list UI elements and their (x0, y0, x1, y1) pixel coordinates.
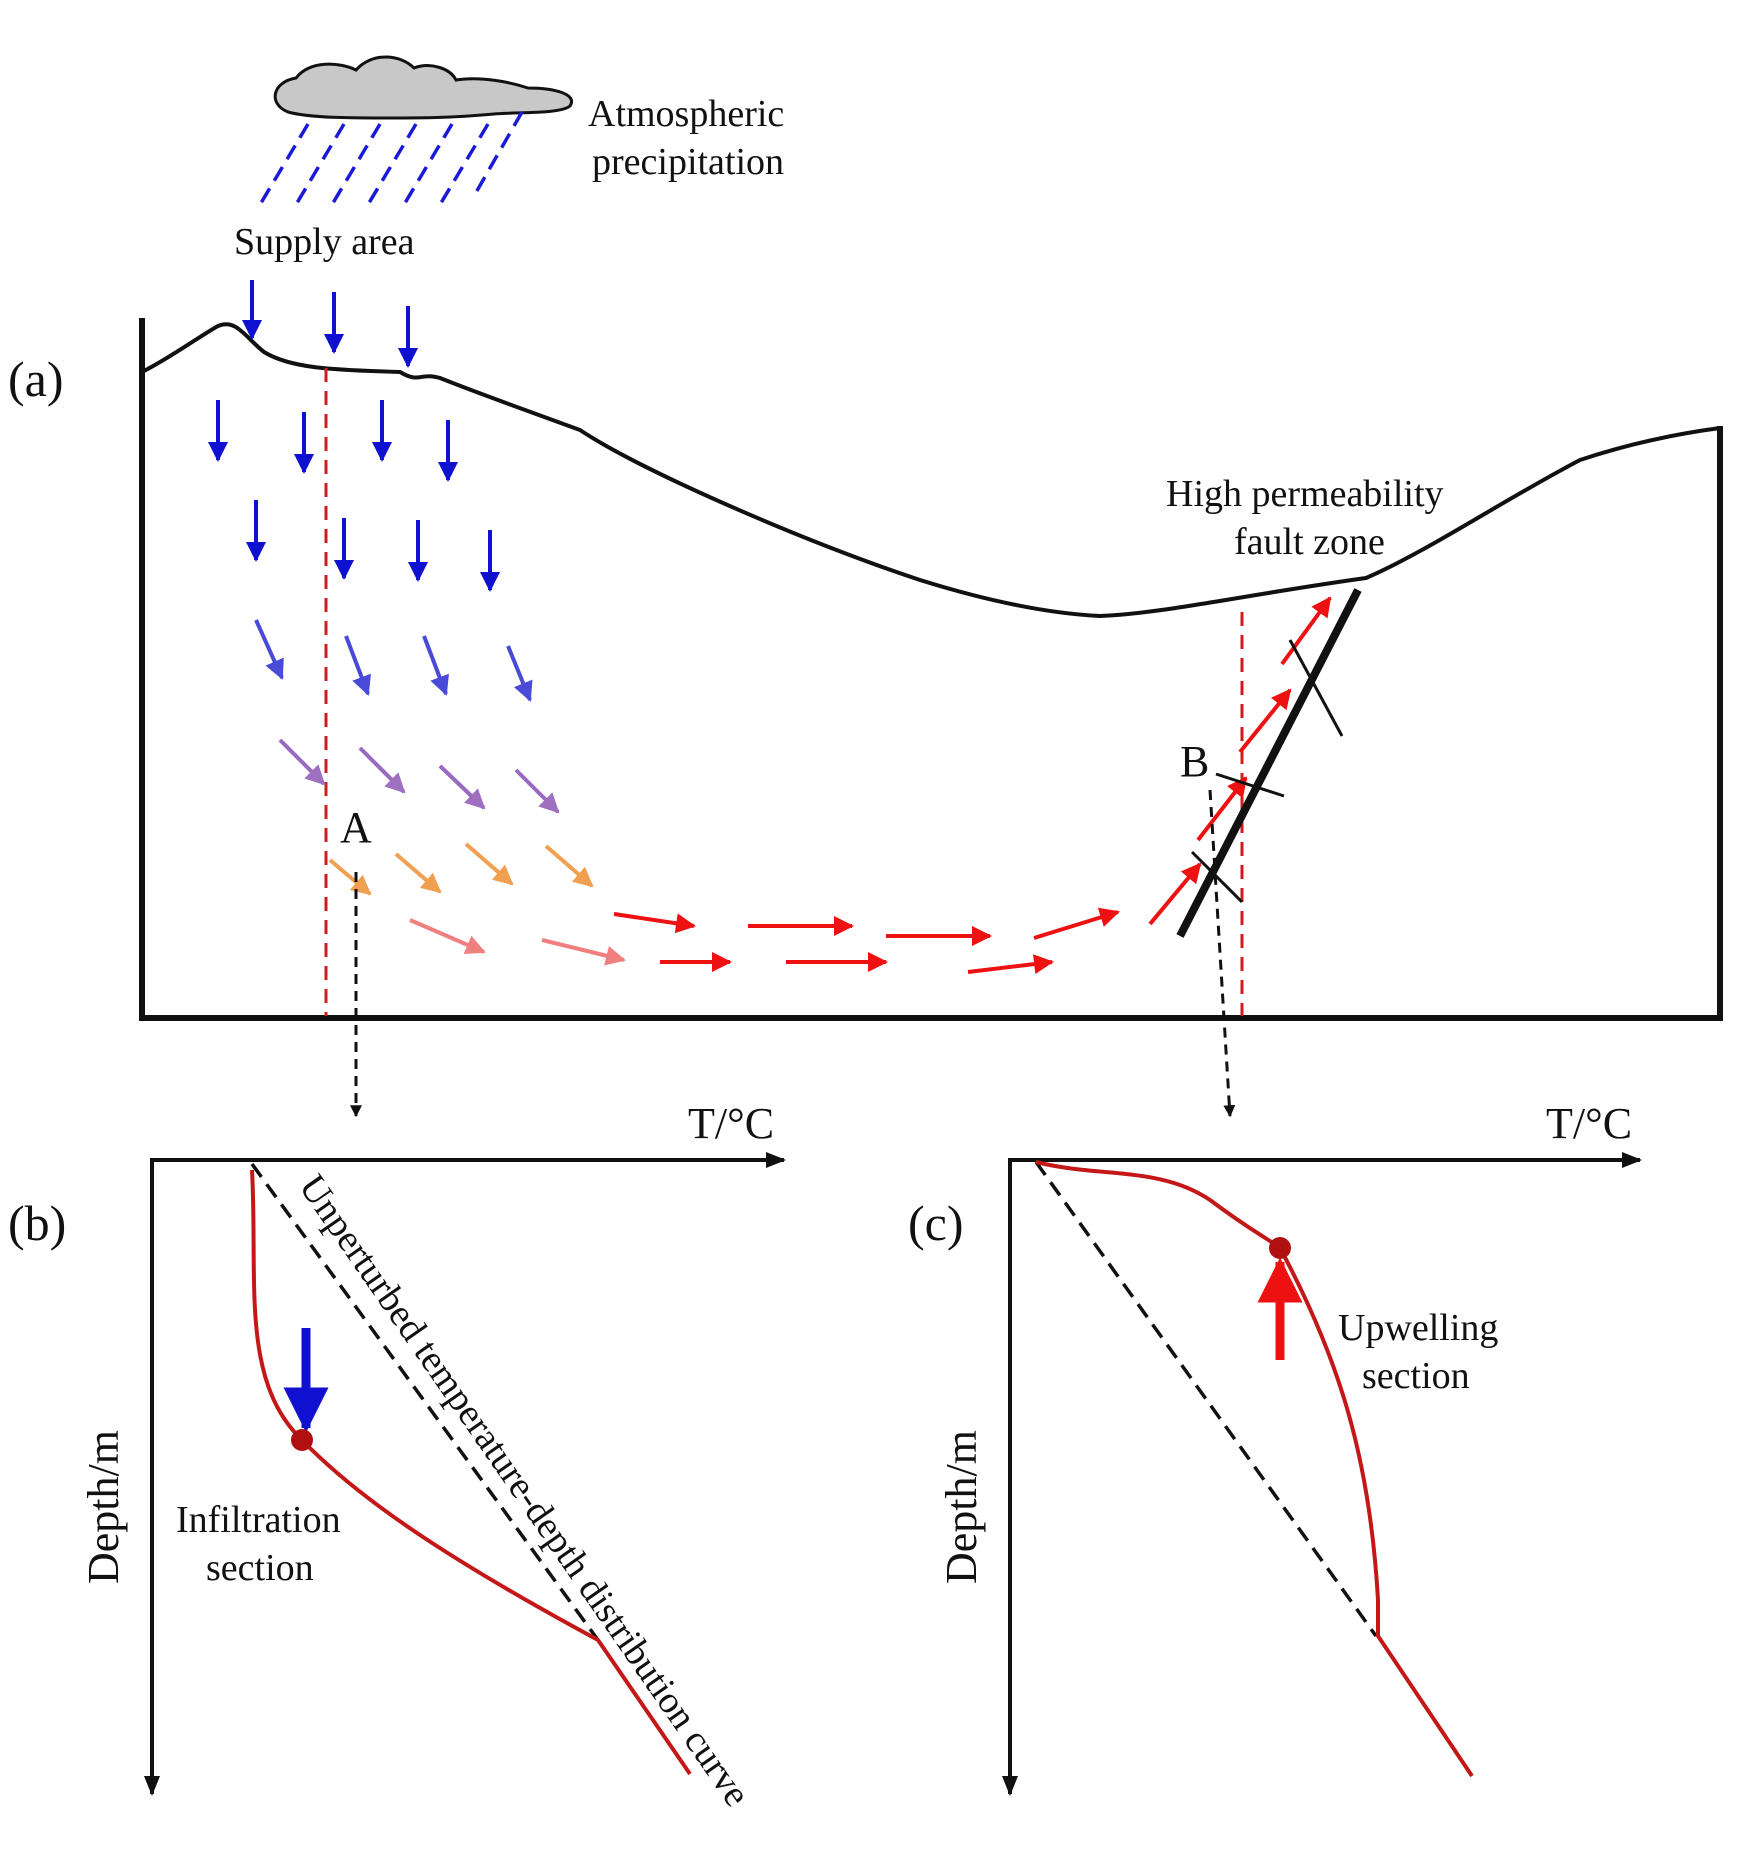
flow-arrow (967, 954, 1054, 975)
infiltration-label-1: Infiltration (176, 1499, 341, 1541)
flow-arrow (514, 768, 560, 814)
cloud-icon (273, 55, 573, 120)
atmospheric-precipitation-label-1: Atmospheric (588, 93, 784, 135)
supply-area-label: Supply area (234, 221, 415, 263)
flow-arrow (541, 938, 626, 966)
flow-arrow (328, 858, 372, 896)
discharge-arrows (613, 596, 1332, 975)
upwelling-label-1: Upwelling (1338, 1307, 1498, 1349)
fault-line (1176, 588, 1362, 938)
atmospheric-precipitation-label-2: precipitation (592, 141, 784, 183)
fault-zone-label-2: fault zone (1234, 521, 1385, 563)
flow-arrow (1148, 862, 1202, 926)
flow-arrow (1033, 907, 1120, 940)
flow-arrow (422, 635, 449, 696)
unperturbed-curve-c (1034, 1160, 1378, 1638)
flow-arrow (544, 844, 594, 888)
point-b-label: B (1180, 737, 1209, 786)
unperturbed-curve-b (250, 1162, 600, 1642)
panel-c-label: (c) (908, 1195, 964, 1251)
b-y-axis-label: Depth/m (79, 1430, 128, 1584)
flow-arrow (344, 635, 371, 696)
rain-lines (256, 111, 524, 209)
connector-b-to-c (1208, 789, 1236, 1118)
panel-a-label: (a) (8, 351, 64, 407)
flow-arrow (464, 842, 514, 886)
fault-zone-label-1: High permeability (1166, 473, 1444, 515)
upwelling-label-2: section (1362, 1355, 1470, 1397)
fault-ticks (1190, 639, 1344, 904)
flow-arrow (506, 645, 533, 702)
flow-arrow (613, 912, 696, 934)
b-x-axis-label: T/°C (688, 1099, 774, 1148)
flow-arrow (409, 918, 486, 955)
flow-arrow (394, 852, 442, 894)
upwelling-point (1269, 1237, 1291, 1259)
flow-arrow (1280, 596, 1332, 666)
panel-b-label: (b) (8, 1195, 66, 1251)
point-a-label: A (340, 803, 372, 852)
cross-section-frame (139, 318, 1723, 1021)
infiltration-label-2: section (206, 1547, 314, 1589)
flow-arrow (358, 746, 406, 794)
infiltration-point (291, 1429, 313, 1451)
flow-arrow (254, 619, 284, 680)
c-y-axis-label: Depth/m (937, 1430, 986, 1584)
flow-arrow (1196, 776, 1248, 842)
ground-surface (141, 322, 1721, 619)
infiltration-profile (250, 1169, 692, 1776)
c-x-axis-label: T/°C (1546, 1099, 1632, 1148)
recharge-arrows (208, 280, 626, 966)
flow-arrow (438, 764, 486, 810)
flow-arrow (1238, 688, 1292, 754)
flow-arrow (278, 738, 326, 786)
